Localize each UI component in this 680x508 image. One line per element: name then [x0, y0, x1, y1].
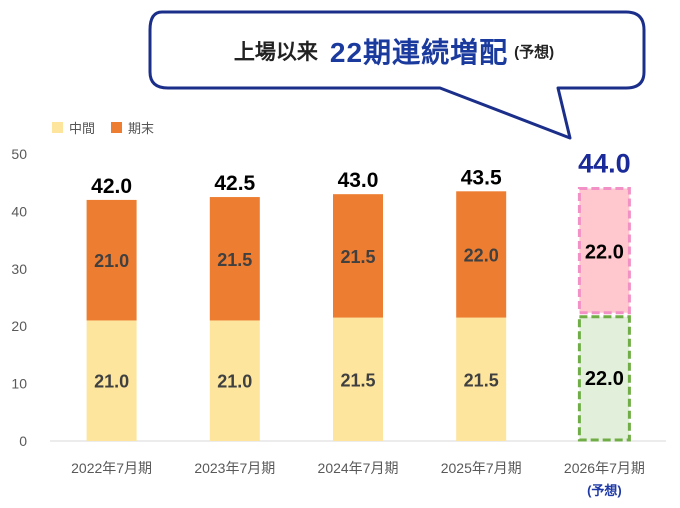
y-tick-label: 20	[11, 318, 27, 334]
y-tick-label: 50	[11, 146, 27, 162]
headline-accent: 22期連続増配	[330, 31, 508, 71]
headline-note: (予想)	[514, 41, 554, 62]
x-tick-label: 2026年7月期	[564, 460, 645, 476]
headline-main: 上場以来	[234, 36, 318, 66]
data-label-final: 21.5	[340, 247, 375, 267]
x-tick-note: (予想)	[587, 483, 622, 498]
data-label-final: 22.0	[585, 242, 624, 264]
total-label: 42.5	[214, 172, 255, 195]
y-tick-label: 10	[11, 376, 27, 392]
legend-item-interim: 中間	[52, 118, 95, 137]
legend-label-interim: 中間	[69, 118, 95, 137]
total-label: 42.0	[91, 175, 132, 198]
y-tick-label: 0	[19, 433, 27, 449]
total-label: 43.0	[338, 169, 379, 192]
data-label-interim: 22.0	[585, 368, 624, 390]
legend-item-final: 期末	[111, 118, 154, 137]
data-label-interim: 21.5	[464, 370, 499, 390]
bars	[87, 188, 630, 441]
legend-label-final: 期末	[128, 118, 154, 137]
total-label: 43.5	[461, 166, 502, 189]
headline: 上場以来 22期連続増配 (予想)	[150, 16, 638, 86]
data-label-final: 21.5	[217, 250, 252, 270]
total-label-forecast: 44.0	[578, 148, 631, 178]
x-tick-label: 2022年7月期	[71, 460, 152, 476]
legend-swatch-final	[111, 122, 122, 133]
legend-swatch-interim	[52, 122, 63, 133]
x-tick-label: 2024年7月期	[318, 460, 399, 476]
data-label-interim: 21.0	[94, 372, 129, 392]
x-tick-label: 2025年7月期	[441, 460, 522, 476]
legend: 中間 期末	[52, 118, 170, 137]
data-label-interim: 21.5	[340, 370, 375, 390]
y-tick-label: 30	[11, 261, 27, 277]
data-label-final: 21.0	[94, 251, 129, 271]
y-tick-label: 40	[11, 203, 27, 219]
data-label-interim: 21.0	[217, 372, 252, 392]
x-tick-label: 2023年7月期	[194, 460, 275, 476]
data-label-final: 22.0	[464, 245, 499, 265]
